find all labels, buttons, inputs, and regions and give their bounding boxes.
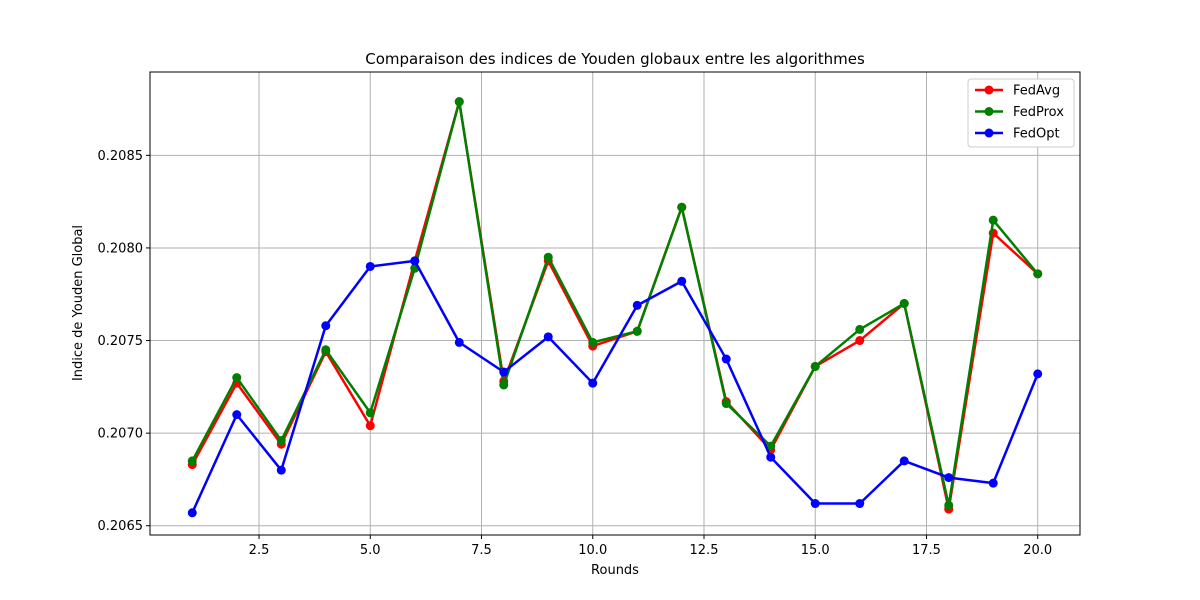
y-tick-label: 0.2075 [98, 334, 144, 349]
data-point-fedprox [899, 299, 909, 308]
data-point-fedprox [321, 345, 331, 355]
ticks: 2.5 5.0 7.5 10.0 12.5 15.0 17.5 20.0 0.2065 0.207… [98, 149, 1053, 558]
legend-marker-fedprox [984, 107, 994, 116]
data-point-fedprox [365, 408, 375, 418]
data-point-fedprox [632, 326, 642, 336]
data-point-fedprox [454, 97, 464, 107]
legend-marker-fedavg [984, 85, 994, 95]
series-line-fedprox [191, 100, 1039, 507]
data-point-fedprox [232, 373, 242, 383]
data-point-fedopt [855, 499, 865, 509]
data-point-fedprox [810, 361, 820, 371]
series-line-fedopt [191, 259, 1039, 514]
data-point-fedopt [899, 456, 909, 466]
data-point-fedprox [855, 324, 865, 334]
series-fedopt [187, 256, 1043, 518]
data-point-fedopt [454, 337, 464, 347]
data-point-fedopt [499, 367, 509, 377]
legend: FedAvg FedProx FedOpt [967, 78, 1075, 148]
y-axis-label: Indice de Youden Global [71, 225, 86, 381]
data-point-fedopt [677, 276, 687, 286]
chart-title: Comparaison des indices de Youden globau… [365, 50, 865, 68]
data-point-fedprox [1033, 269, 1043, 279]
data-point-fedopt [187, 508, 197, 518]
data-point-fedopt [944, 473, 954, 483]
data-point-fedopt [232, 410, 242, 420]
legend-label-fedavg: FedAvg [1013, 84, 1060, 99]
data-point-fedopt [988, 478, 998, 488]
plot-area [149, 71, 1081, 536]
data-point-fedprox [588, 337, 598, 347]
data-point-fedprox [499, 380, 509, 390]
data-point-fedopt [721, 354, 731, 364]
data-point-fedprox [988, 215, 998, 225]
x-tick-label: 2.5 [249, 543, 270, 558]
data-point-fedprox [766, 441, 776, 451]
y-tick-label: 0.2065 [98, 519, 144, 534]
data-point-fedopt [1033, 369, 1043, 379]
x-tick-label: 20.0 [1023, 543, 1052, 558]
data-point-fedopt [410, 256, 420, 266]
y-tick-label: 0.2070 [98, 427, 144, 442]
x-tick-label: 5.0 [360, 543, 381, 558]
y-tick-label: 0.2080 [98, 241, 144, 256]
data-point-fedopt [365, 261, 375, 271]
x-axis-label: Rounds [591, 563, 639, 578]
legend-label-fedprox: FedProx [1013, 105, 1064, 120]
data-point-fedopt [321, 321, 331, 331]
data-point-fedopt [588, 378, 598, 388]
data-point-fedprox [944, 500, 954, 510]
data-point-fedopt [810, 499, 820, 509]
data-point-fedprox [276, 436, 286, 446]
data-point-fedavg [365, 421, 375, 431]
x-tick-label: 10.0 [578, 543, 607, 558]
series-line-fedavg [191, 100, 1039, 511]
data-point-fedavg [855, 336, 865, 346]
x-tick-label: 17.5 [912, 543, 941, 558]
data-point-fedprox [543, 252, 553, 262]
data-point-fedprox [677, 202, 687, 212]
legend-label-fedopt: FedOpt [1013, 127, 1060, 142]
legend-marker-fedopt [984, 128, 994, 138]
data-point-fedopt [276, 465, 286, 475]
data-point-fedopt [632, 300, 642, 310]
x-tick-label: 15.0 [801, 543, 830, 558]
data-point-fedprox [187, 456, 197, 466]
data-point-fedopt [766, 452, 776, 462]
legend-box [967, 78, 1075, 148]
data-point-fedopt [543, 332, 553, 342]
y-tick-label: 0.2085 [98, 149, 144, 164]
x-tick-label: 7.5 [471, 543, 492, 558]
data-point-fedprox [721, 399, 731, 409]
series-layer [187, 97, 1043, 518]
series-fedprox [187, 97, 1043, 510]
x-tick-label: 12.5 [690, 543, 719, 558]
series-fedavg [187, 97, 1043, 514]
